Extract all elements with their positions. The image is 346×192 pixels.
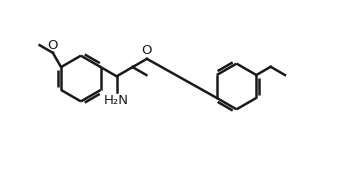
Text: O: O [142, 44, 152, 57]
Text: O: O [47, 39, 58, 51]
Text: H₂N: H₂N [104, 94, 129, 107]
